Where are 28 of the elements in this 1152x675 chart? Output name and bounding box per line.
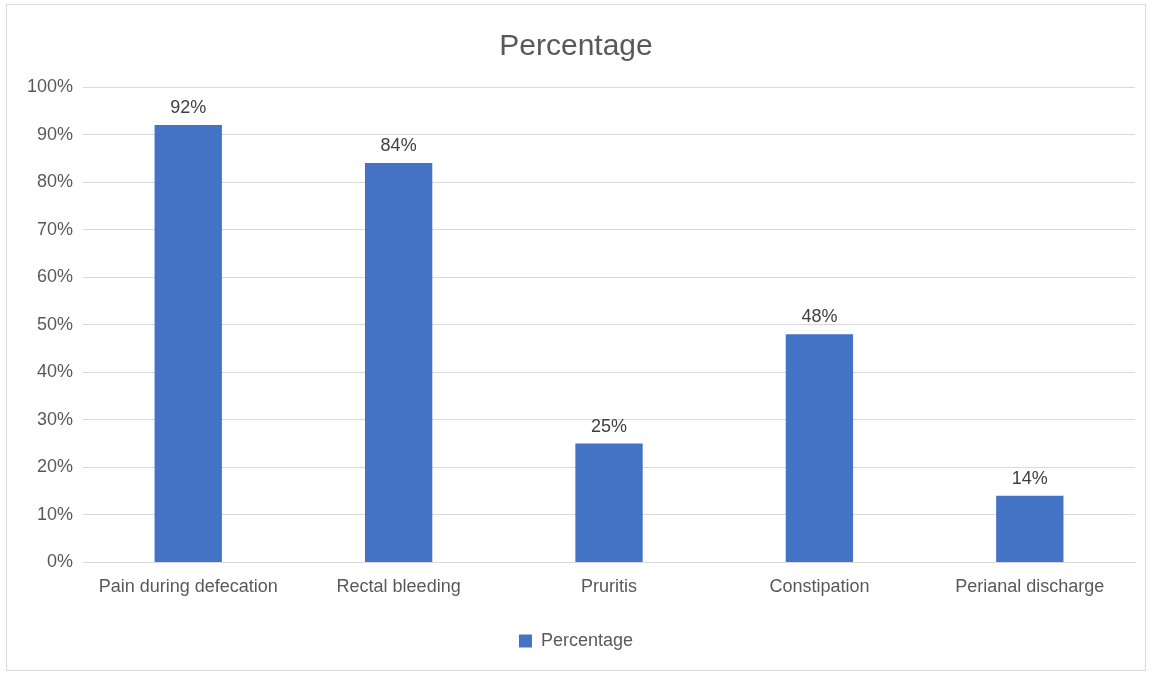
chart-title: Percentage [499,28,653,62]
data-label: 84% [380,135,417,156]
y-tick-label: 50% [37,313,74,334]
x-tick-label: Constipation [769,576,870,597]
x-tick-label: Rectal bleeding [336,576,461,597]
data-label: 48% [801,306,838,327]
y-tick-label: 60% [37,266,74,287]
bar [575,443,643,562]
data-label: 92% [170,97,207,117]
y-tick-label: 10% [37,503,74,524]
bar [996,495,1064,562]
bar [154,125,222,562]
y-tick-label: 70% [37,218,74,239]
y-tick-label: 40% [37,361,74,382]
y-tick-label: 0% [47,551,74,572]
y-tick-label: 100% [26,75,74,96]
legend-label: Percentage [540,629,634,650]
y-tick-label: 30% [37,408,74,429]
x-tick-label: Pain during defecation [98,576,278,597]
data-label: 14% [1011,467,1048,488]
bar [785,334,854,562]
y-tick-label: 20% [37,456,74,477]
data-label: 25% [591,415,628,436]
bar [364,163,433,562]
x-tick-label: Perianal discharge [955,576,1105,597]
y-tick-label: 90% [37,123,74,144]
y-tick-label: 80% [37,171,74,192]
x-tick-label: Pruritis [581,576,638,597]
